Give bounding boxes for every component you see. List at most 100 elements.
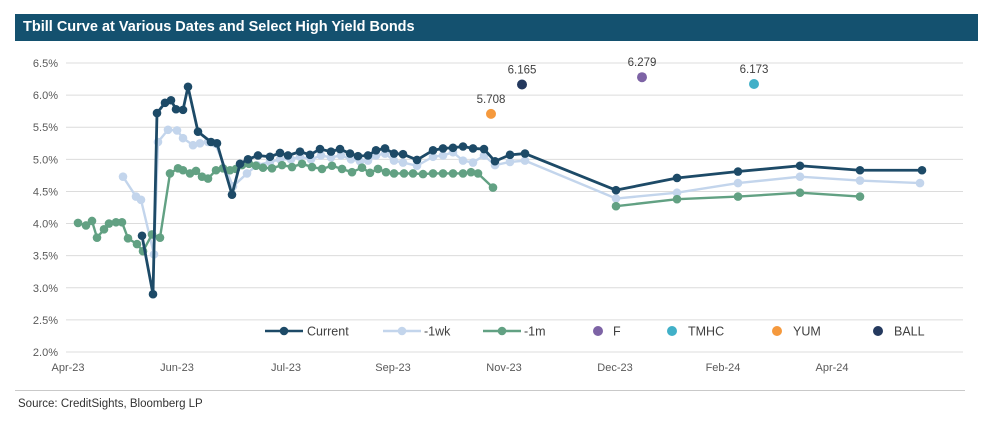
- series-1m-marker: [389, 169, 399, 178]
- y-axis-tick-label: 4.5%: [33, 186, 58, 198]
- series-1m-marker: [297, 159, 307, 169]
- series-current-marker: [345, 149, 355, 158]
- bond-f-point: [637, 72, 647, 83]
- series-current-marker: [520, 149, 530, 158]
- series-1wk-marker: [855, 176, 865, 185]
- series-current-marker: [178, 105, 188, 115]
- series-current-marker: [243, 155, 253, 164]
- legend-f-label: F: [613, 325, 621, 339]
- series-current-marker: [371, 146, 381, 155]
- series-1m-marker: [317, 164, 327, 174]
- series-1wk-marker: [389, 156, 399, 165]
- bottom-divider: [15, 390, 965, 391]
- y-axis-tick-label: 6.0%: [33, 90, 58, 102]
- legend-yum-dot-swatch: [772, 326, 782, 336]
- series-1m-marker: [672, 194, 682, 204]
- series-current-marker: [193, 127, 203, 137]
- series-1wk-marker: [118, 172, 128, 181]
- series-current-marker: [438, 144, 448, 153]
- series-1m-marker: [92, 233, 102, 242]
- legend-tmhc-label: TMHC: [688, 325, 724, 339]
- series-1m-marker: [855, 192, 865, 201]
- series-1wk-marker: [398, 158, 408, 167]
- series-1m-marker: [488, 183, 498, 192]
- series-current-marker: [305, 150, 315, 160]
- series-1m-marker: [357, 163, 367, 172]
- series-1m-marker: [448, 169, 458, 178]
- series-1wk-marker: [505, 157, 515, 167]
- legend-1wk-label: -1wk: [424, 325, 451, 339]
- series-current-marker: [505, 150, 515, 160]
- series-current-marker: [283, 151, 293, 160]
- series-current-marker: [490, 156, 500, 166]
- series-current-marker: [183, 82, 193, 92]
- series-1m-marker: [373, 164, 383, 174]
- series-current-marker: [380, 144, 390, 153]
- series-current-marker: [326, 147, 336, 156]
- series-1m-marker: [104, 219, 114, 228]
- series-1m-marker: [381, 167, 391, 177]
- series-current-marker: [389, 149, 399, 158]
- legend-1m-label: -1m: [524, 325, 546, 339]
- series-1m-marker: [408, 169, 418, 178]
- series-1m-marker: [473, 169, 483, 178]
- series-current-marker: [335, 144, 345, 154]
- series-1wk-marker: [242, 169, 252, 178]
- series-current-marker: [458, 142, 468, 151]
- series-current-marker: [733, 167, 743, 176]
- series-1wk-marker: [795, 172, 805, 181]
- series-current-marker: [171, 104, 181, 114]
- series-1wk-marker: [195, 138, 205, 148]
- series-1m-marker: [428, 169, 438, 178]
- series-1m-marker: [111, 217, 121, 227]
- series-current-marker: [353, 151, 363, 161]
- series-1m-marker: [287, 162, 297, 172]
- series-current-marker: [412, 155, 422, 165]
- series-current-marker: [398, 149, 408, 159]
- series-1wk-marker: [316, 151, 326, 160]
- series-current-marker: [166, 95, 176, 105]
- series-1m-marker: [438, 169, 448, 178]
- series-1m-marker: [267, 164, 277, 173]
- series-current-marker: [448, 143, 458, 153]
- series-current-marker: [253, 151, 263, 160]
- y-axis-tick-label: 3.5%: [33, 251, 58, 263]
- series-1m-marker: [258, 163, 268, 172]
- y-axis-tick-label: 4.0%: [33, 219, 58, 231]
- y-axis-tick-label: 5.5%: [33, 122, 58, 134]
- series-current-marker: [295, 147, 305, 156]
- series-1m-marker: [733, 192, 743, 201]
- series-current-marker: [468, 144, 478, 153]
- series-1m-marker: [87, 216, 97, 226]
- series-1m-marker: [165, 169, 175, 178]
- series-current-marker: [428, 146, 438, 155]
- y-axis-tick-label: 2.5%: [33, 315, 58, 327]
- series-1wk-marker: [188, 140, 198, 150]
- series-1m-marker: [99, 225, 109, 234]
- series-1m-marker: [337, 164, 347, 174]
- series-1wk-marker: [672, 188, 682, 198]
- series-current-marker: [152, 108, 162, 118]
- series-1m-marker: [117, 217, 127, 227]
- series-current-marker: [235, 159, 245, 169]
- series-1wk-marker: [178, 133, 188, 143]
- source-note: Source: CreditSights, Bloomberg LP: [18, 398, 203, 410]
- y-axis-tick-label: 2.0%: [33, 347, 58, 359]
- y-axis-tick-label: 5.0%: [33, 154, 58, 166]
- x-axis-tick-label: Nov-23: [486, 362, 521, 374]
- series-1m-marker: [611, 201, 621, 211]
- series-1wk-line: [121, 128, 922, 256]
- bond-f-data-label: 6.279: [628, 57, 657, 69]
- x-axis-tick-label: Apr-24: [815, 362, 848, 374]
- series-1m-marker: [81, 221, 91, 230]
- series-1m-marker: [191, 166, 201, 176]
- series-1wk-marker: [136, 195, 146, 205]
- y-axis-tick-label: 6.5%: [33, 58, 58, 70]
- series-1m-marker: [327, 161, 337, 171]
- series-current-marker: [315, 144, 325, 154]
- series-1m-marker: [795, 188, 805, 198]
- series-current-marker: [148, 289, 158, 299]
- series-current-marker: [672, 173, 682, 183]
